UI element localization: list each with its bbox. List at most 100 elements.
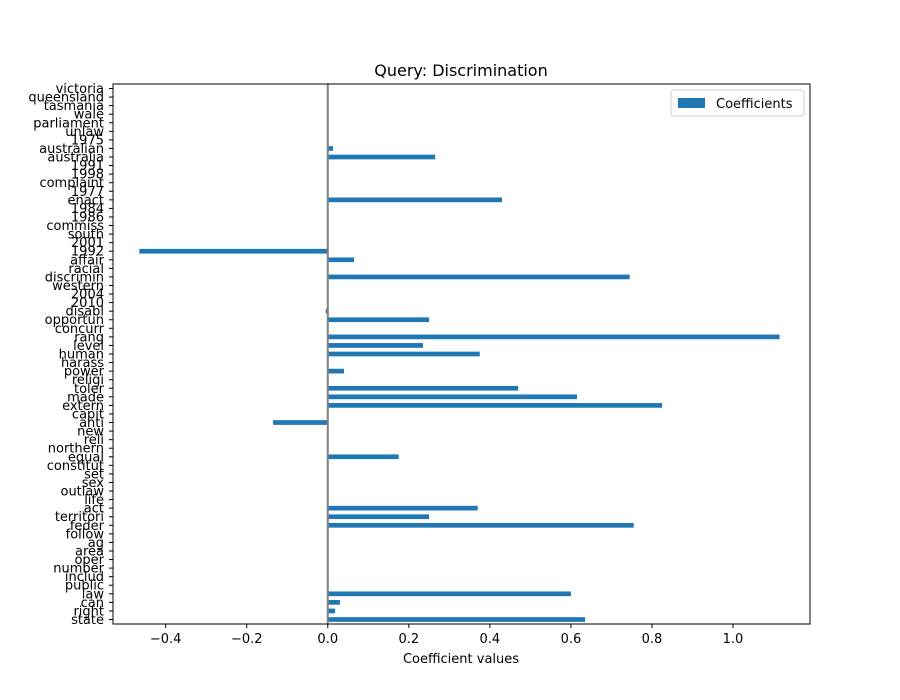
x-tick-label: −0.4 <box>150 632 182 647</box>
y-tick-label: tasmania <box>44 99 104 114</box>
legend-swatch <box>678 98 705 108</box>
x-tick-label: 1.0 <box>723 632 744 647</box>
y-tick-label: outlaw <box>60 485 104 500</box>
bar-can <box>327 600 340 605</box>
y-tick-label: 1986 <box>71 210 104 225</box>
y-tick-label: 2001 <box>71 236 104 251</box>
y-tick-label: enact <box>68 193 104 208</box>
y-tick-label: right <box>73 604 104 619</box>
y-tick-label: law <box>82 587 105 602</box>
y-tick-label: area <box>75 544 104 559</box>
y-tick-label: made <box>67 390 104 405</box>
y-tick-label: can <box>81 596 104 611</box>
x-tick-label: −0.2 <box>231 632 263 647</box>
x-axis: −0.4 −0.2 0.0 0.2 0.4 0.6 0.8 1.0 <box>150 624 743 647</box>
x-tick-label: 0.0 <box>317 632 338 647</box>
y-tick-label: rang <box>74 330 104 345</box>
y-tick-label: unlaw <box>65 125 104 140</box>
y-tick-label: ag <box>88 536 104 551</box>
y-tick-label: complaint <box>39 176 104 191</box>
bar-disabl <box>325 308 328 314</box>
y-tick-label: 1991 <box>71 159 104 174</box>
y-tick-label: commiss <box>46 219 104 234</box>
y-tick-label: level <box>73 339 104 354</box>
y-axis: staterightcanlawpublicincludnumberoperar… <box>28 82 113 628</box>
x-tick-label: 0.8 <box>642 632 663 647</box>
bar-australian <box>327 146 334 151</box>
bar-law <box>327 591 571 597</box>
y-tick-label: extern <box>62 399 104 414</box>
bar-power <box>327 368 344 374</box>
y-tick-label: disabl <box>66 305 104 320</box>
y-tick-label: constitut <box>47 459 104 474</box>
y-tick-label: northern <box>48 442 104 457</box>
y-tick-label: discrimin <box>45 270 104 285</box>
y-tick-label: capit <box>72 407 104 422</box>
y-tick-label: power <box>64 365 105 380</box>
y-tick-label: anti <box>79 416 104 431</box>
y-tick-label: territori <box>55 510 104 525</box>
bar-discrimin <box>327 274 630 280</box>
bar-human <box>327 351 480 357</box>
y-tick-label: concurr <box>55 322 105 337</box>
y-tick-label: 1984 <box>71 202 104 217</box>
bar-act <box>327 505 478 511</box>
bar-australia <box>327 154 436 160</box>
y-tick-label: queensland <box>28 91 104 106</box>
bar-affair <box>327 257 355 263</box>
bar-1992 <box>139 248 328 254</box>
y-tick-label: australian <box>39 142 104 157</box>
x-axis-label: Coefficient values <box>403 652 519 667</box>
y-tick-label: 1975 <box>71 133 104 148</box>
x-tick-label: 0.6 <box>561 632 582 647</box>
y-tick-label: feder <box>70 519 105 534</box>
y-tick-label: 2004 <box>71 288 104 303</box>
y-tick-label: opportun <box>45 313 104 328</box>
bar-territori <box>327 514 430 520</box>
bar-equal <box>327 454 399 460</box>
y-tick-label: includ <box>65 570 104 585</box>
y-tick-label: affair <box>70 253 105 268</box>
bar-rang <box>327 334 780 340</box>
y-tick-label: state <box>71 613 104 628</box>
y-tick-label: new <box>77 425 104 440</box>
bar-enact <box>327 197 503 203</box>
x-tick-label: 0.4 <box>480 632 501 647</box>
y-tick-label: equal <box>68 450 104 465</box>
bar-level <box>327 343 424 348</box>
y-tick-label: western <box>52 279 104 294</box>
legend-label: Coefficients <box>716 97 793 112</box>
chart-title: Query: Discrimination <box>374 61 547 80</box>
y-tick-label: religi <box>72 373 104 388</box>
y-tick-label: australia <box>47 151 104 166</box>
bar-state <box>327 617 586 622</box>
y-tick-label: reli <box>84 433 104 448</box>
bar-anti <box>273 420 328 425</box>
y-tick-label: act <box>84 502 104 517</box>
y-tick-label: number <box>53 562 104 577</box>
y-tick-label: 1992 <box>71 245 104 260</box>
y-tick-label: harass <box>61 356 104 371</box>
y-tick-label: oper <box>74 553 104 568</box>
y-tick-label: human <box>59 348 104 363</box>
bar-toler <box>327 385 519 391</box>
y-tick-label: toler <box>74 382 105 397</box>
y-tick-label: sex <box>82 476 105 491</box>
y-tick-label: 2010 <box>71 296 104 311</box>
y-tick-label: south <box>68 228 104 243</box>
y-tick-label: victoria <box>56 82 104 97</box>
bar-feder <box>327 522 634 528</box>
y-tick-label: parliament <box>33 116 104 131</box>
bar-made <box>327 394 577 400</box>
bars-group <box>139 146 780 622</box>
x-tick-label: 0.2 <box>398 632 419 647</box>
y-tick-label: 1977 <box>71 185 104 200</box>
y-tick-label: set <box>84 467 104 482</box>
y-tick-label: follow <box>66 527 105 542</box>
legend: Coefficients <box>670 89 805 117</box>
y-tick-label: life <box>84 493 104 508</box>
y-tick-label: wale <box>74 108 104 123</box>
y-tick-label: public <box>65 579 104 594</box>
